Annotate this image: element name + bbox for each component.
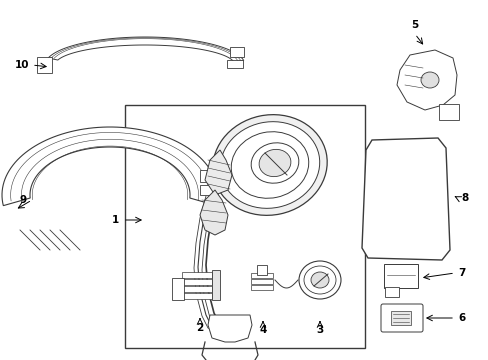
FancyBboxPatch shape [200, 170, 215, 182]
Polygon shape [396, 50, 456, 110]
FancyBboxPatch shape [257, 265, 266, 275]
FancyBboxPatch shape [390, 311, 410, 325]
Ellipse shape [304, 266, 335, 294]
Text: 7: 7 [457, 268, 465, 278]
Ellipse shape [212, 114, 326, 215]
Polygon shape [2, 127, 218, 206]
Text: 2: 2 [196, 323, 203, 333]
FancyBboxPatch shape [226, 60, 243, 68]
Ellipse shape [310, 272, 328, 288]
FancyBboxPatch shape [172, 278, 183, 300]
Ellipse shape [231, 132, 308, 198]
Ellipse shape [251, 143, 298, 183]
FancyBboxPatch shape [125, 105, 364, 348]
FancyBboxPatch shape [384, 287, 398, 297]
FancyBboxPatch shape [182, 272, 212, 278]
FancyBboxPatch shape [438, 104, 458, 120]
Text: 6: 6 [457, 313, 465, 323]
Text: 8: 8 [461, 193, 468, 203]
FancyBboxPatch shape [250, 279, 272, 284]
FancyBboxPatch shape [182, 279, 212, 285]
Ellipse shape [298, 261, 340, 299]
FancyBboxPatch shape [182, 293, 212, 299]
FancyBboxPatch shape [200, 185, 215, 195]
Ellipse shape [420, 72, 438, 88]
FancyBboxPatch shape [229, 47, 244, 57]
FancyBboxPatch shape [250, 285, 272, 290]
FancyBboxPatch shape [37, 57, 52, 73]
Text: 9: 9 [20, 195, 26, 205]
Text: 10: 10 [15, 60, 29, 70]
Text: 3: 3 [316, 325, 323, 335]
Polygon shape [207, 315, 251, 342]
Polygon shape [48, 37, 244, 62]
Text: 4: 4 [259, 325, 266, 335]
Text: 1: 1 [111, 215, 119, 225]
Ellipse shape [220, 122, 319, 208]
Polygon shape [361, 138, 449, 260]
Ellipse shape [259, 149, 290, 177]
FancyBboxPatch shape [250, 273, 272, 278]
Polygon shape [204, 150, 231, 195]
FancyBboxPatch shape [182, 286, 212, 292]
Polygon shape [200, 190, 227, 235]
FancyBboxPatch shape [383, 264, 417, 288]
Text: 5: 5 [410, 20, 418, 30]
FancyBboxPatch shape [380, 304, 422, 332]
FancyBboxPatch shape [212, 270, 220, 300]
